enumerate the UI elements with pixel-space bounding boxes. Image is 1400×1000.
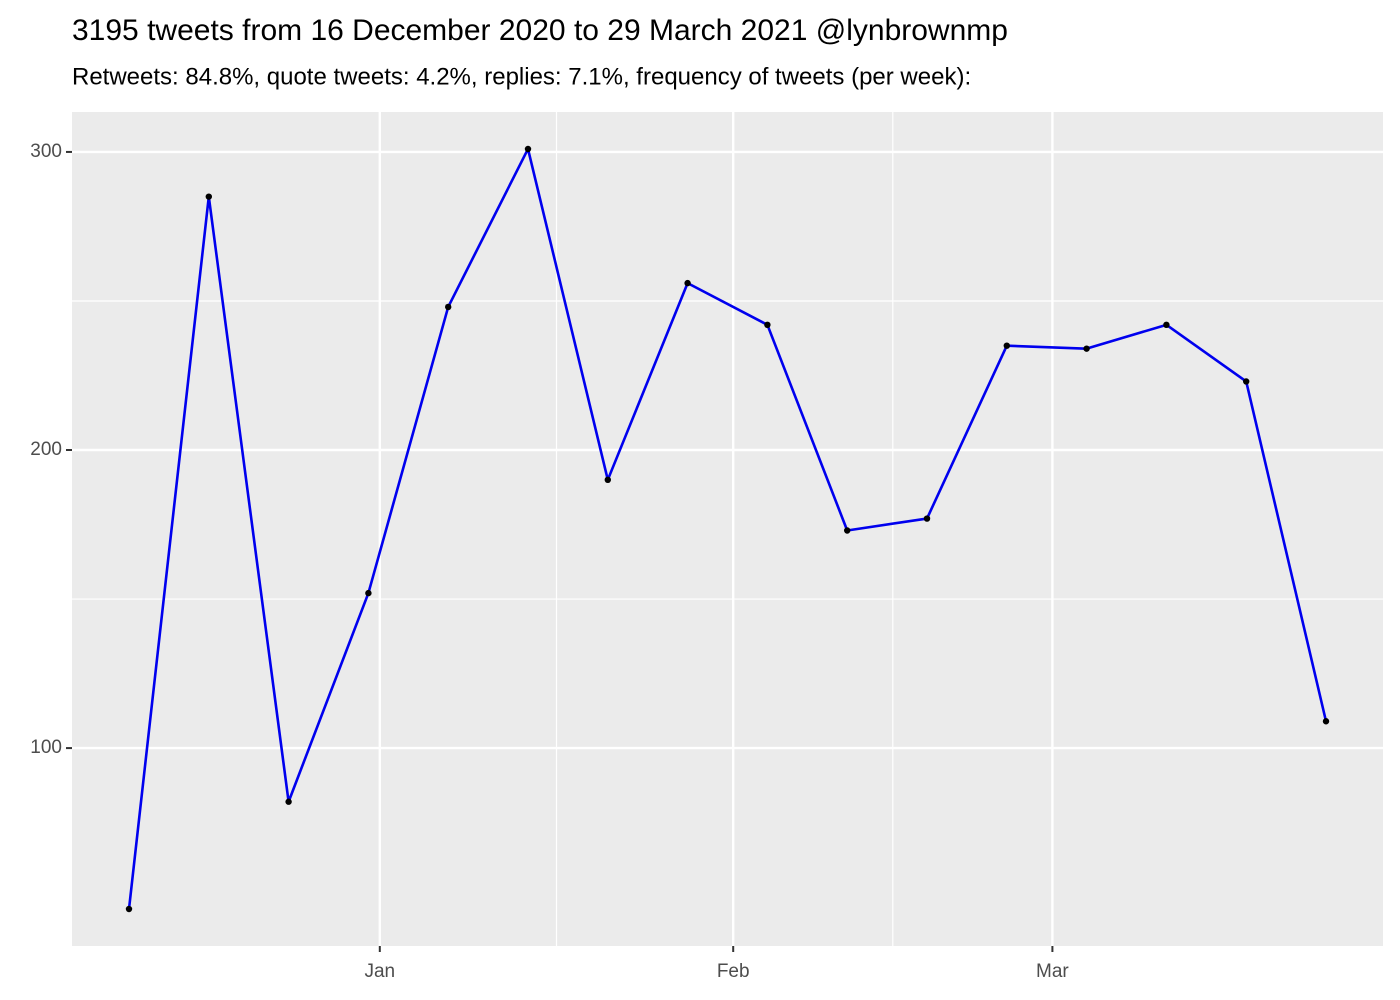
point: [684, 279, 691, 287]
plot-panel: [72, 112, 1383, 946]
point: [1163, 321, 1170, 329]
point: [365, 589, 372, 597]
point: [764, 321, 771, 329]
chart-subtitle: Retweets: 84.8%, quote tweets: 4.2%, rep…: [72, 63, 971, 90]
y-tick-label: 200: [30, 439, 62, 460]
y-tick-label: 100: [30, 737, 62, 758]
point: [1083, 345, 1090, 352]
point: [285, 798, 292, 805]
point: [1003, 342, 1010, 349]
point: [1243, 378, 1250, 385]
point: [844, 527, 851, 534]
point: [205, 193, 212, 200]
point: [604, 476, 611, 484]
y-tick-label: 300: [30, 141, 62, 162]
chart-title: 3195 tweets from 16 December 2020 to 29 …: [72, 14, 1008, 47]
x-tick-label: Jan: [364, 961, 395, 982]
point: [445, 303, 452, 311]
point: [923, 515, 931, 522]
line: [127, 147, 1328, 910]
point: [125, 905, 133, 913]
x-tick-label: Feb: [717, 961, 750, 982]
point: [1322, 718, 1330, 725]
point: [524, 145, 532, 153]
x-tick-label: Mar: [1036, 961, 1069, 982]
